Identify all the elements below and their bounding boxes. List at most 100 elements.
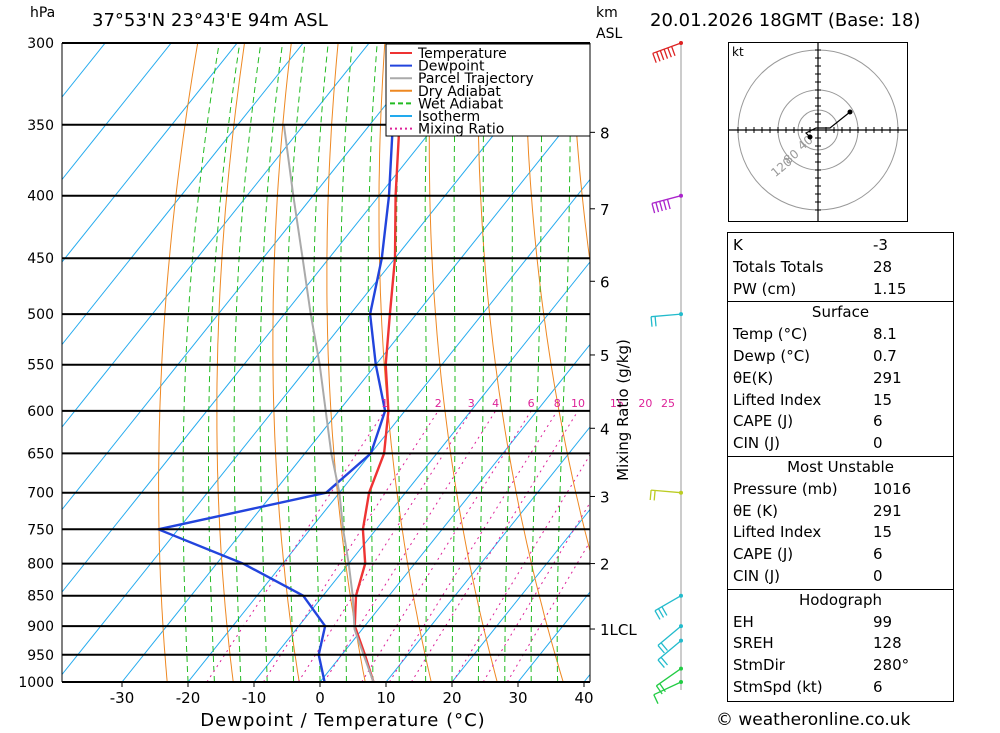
hodograph-point bbox=[847, 109, 853, 115]
mixing-ratio-label: 1 bbox=[381, 397, 388, 410]
index-row: Temp (°C) 8.1 bbox=[728, 324, 953, 345]
index-row: CAPE (J) 6 bbox=[728, 544, 953, 565]
legend-label: Temperature bbox=[417, 46, 507, 62]
index-value: 0 bbox=[873, 434, 883, 453]
index-row: Lifted Index 15 bbox=[728, 390, 953, 411]
wind-barb-feather bbox=[652, 53, 657, 63]
index-label: Lifted Index bbox=[733, 523, 822, 542]
location-title: 37°53'N 23°43'E 94m ASL bbox=[92, 10, 328, 31]
index-row: K -3 bbox=[728, 235, 953, 256]
wind-barb-feather bbox=[666, 199, 671, 210]
index-row: CIN (J) 0 bbox=[728, 433, 953, 454]
pressure-tick-label: 650 bbox=[27, 446, 54, 462]
km-tick-label: 6 bbox=[600, 273, 610, 291]
wind-barb-feather bbox=[653, 694, 659, 704]
wet-adiabat-line bbox=[530, 43, 543, 682]
x-tick-label: -30 bbox=[110, 689, 135, 707]
x-tick-label: 30 bbox=[508, 689, 527, 707]
isotherm-line bbox=[62, 43, 502, 593]
wet-adiabat-line bbox=[504, 43, 515, 682]
wind-level-dot bbox=[679, 593, 683, 598]
index-row: CIN (J) 0 bbox=[728, 566, 953, 587]
pressure-tick-label: 350 bbox=[27, 118, 54, 134]
pressure-tick-label: 700 bbox=[27, 486, 54, 502]
index-row: Lifted Index 15 bbox=[728, 522, 953, 543]
hodograph-point bbox=[807, 134, 813, 140]
isotherm-line bbox=[62, 43, 436, 511]
km-tick-label: 5 bbox=[600, 347, 610, 365]
wind-level-dot bbox=[679, 312, 683, 317]
index-label: Dewp (°C) bbox=[733, 347, 811, 365]
wind-barb bbox=[657, 625, 682, 646]
section-divider bbox=[728, 456, 953, 457]
legend-box bbox=[385, 43, 591, 137]
hodograph-trace bbox=[804, 111, 851, 138]
x-tick-label: -10 bbox=[242, 689, 267, 707]
isotherm-line bbox=[62, 43, 568, 676]
wet-adiabat-line bbox=[340, 43, 353, 682]
wind-barb-feather bbox=[657, 659, 665, 669]
km-tick-label: 3 bbox=[600, 488, 610, 506]
wind-barb-feather bbox=[649, 490, 652, 501]
wind-barb bbox=[653, 681, 682, 696]
wind-barb bbox=[656, 668, 682, 687]
x-axis-label: Dewpoint / Temperature (°C) bbox=[200, 710, 485, 731]
index-value: 6 bbox=[873, 545, 883, 564]
mixing-ratio-line bbox=[262, 410, 439, 682]
index-label: CIN (J) bbox=[733, 567, 781, 585]
wind-barb bbox=[657, 640, 682, 661]
index-label: EH bbox=[733, 612, 754, 631]
pressure-tick-label: 600 bbox=[27, 404, 54, 420]
index-row: θE (K) 291 bbox=[728, 501, 953, 522]
copyright: © weatheronline.co.uk bbox=[716, 710, 911, 730]
index-label: StmDir bbox=[733, 656, 785, 675]
index-label: Lifted Index bbox=[733, 390, 822, 409]
pressure-tick-label: 850 bbox=[27, 589, 54, 605]
wet-adiabat-line bbox=[312, 43, 329, 682]
mixing-ratio-axis-label: Mixing Ratio (g/kg) bbox=[614, 339, 632, 481]
wind-barb-feather bbox=[654, 610, 661, 620]
legend-label: Wet Adiabat bbox=[418, 96, 504, 112]
wind-level-dot bbox=[679, 193, 683, 198]
wet-adiabat-line bbox=[208, 43, 241, 682]
legend-label: Isotherm bbox=[418, 109, 480, 125]
km-unit-label: km bbox=[596, 5, 618, 21]
wind-barb-feather bbox=[655, 202, 660, 213]
wind-level-dot bbox=[679, 490, 683, 495]
wind-barb-feather bbox=[650, 316, 653, 327]
km-tick-label: 1LCL bbox=[600, 621, 637, 639]
mixing-ratio-label: 8 bbox=[554, 397, 561, 410]
wind-barb-feather bbox=[661, 606, 668, 616]
pressure-tick-label: 300 bbox=[27, 36, 54, 52]
index-value: 28 bbox=[873, 257, 893, 276]
section-divider bbox=[728, 301, 953, 303]
wet-adiabat-line bbox=[259, 43, 283, 682]
mixing-ratio-label: 15 bbox=[610, 397, 624, 410]
wind-barb-feather bbox=[660, 656, 668, 666]
hodograph-unit: kt bbox=[732, 45, 744, 59]
pressure-tick-label: 800 bbox=[27, 557, 54, 573]
isotherm-line bbox=[62, 43, 370, 428]
mixing-ratio-label: 6 bbox=[528, 397, 535, 410]
legend-label: Dry Adiabat bbox=[418, 84, 501, 100]
mixing-ratio-line bbox=[506, 540, 590, 682]
wind-barb bbox=[651, 313, 682, 318]
wet-adiabat-line bbox=[285, 43, 306, 682]
index-label: K bbox=[733, 236, 743, 254]
index-value: 15 bbox=[873, 523, 893, 542]
mixing-ratio-label: 10 bbox=[571, 397, 585, 410]
index-row: CAPE (J) 6 bbox=[728, 411, 953, 432]
mixing-ratio-line bbox=[482, 501, 590, 682]
index-label: θE(K) bbox=[733, 368, 774, 387]
mixing-ratio-label: 20 bbox=[638, 397, 652, 410]
index-row: StmSpd (kt) 6 bbox=[728, 677, 953, 698]
index-label: Temp (°C) bbox=[733, 325, 808, 344]
wind-barb-feather bbox=[657, 644, 665, 654]
dry-adiabat-line bbox=[571, 43, 590, 265]
wind-barb bbox=[651, 489, 682, 494]
wet-adiabat-line bbox=[367, 43, 378, 682]
index-label: CIN (J) bbox=[733, 434, 781, 453]
index-value: 6 bbox=[873, 412, 883, 431]
wind-barb-feather bbox=[654, 316, 657, 327]
